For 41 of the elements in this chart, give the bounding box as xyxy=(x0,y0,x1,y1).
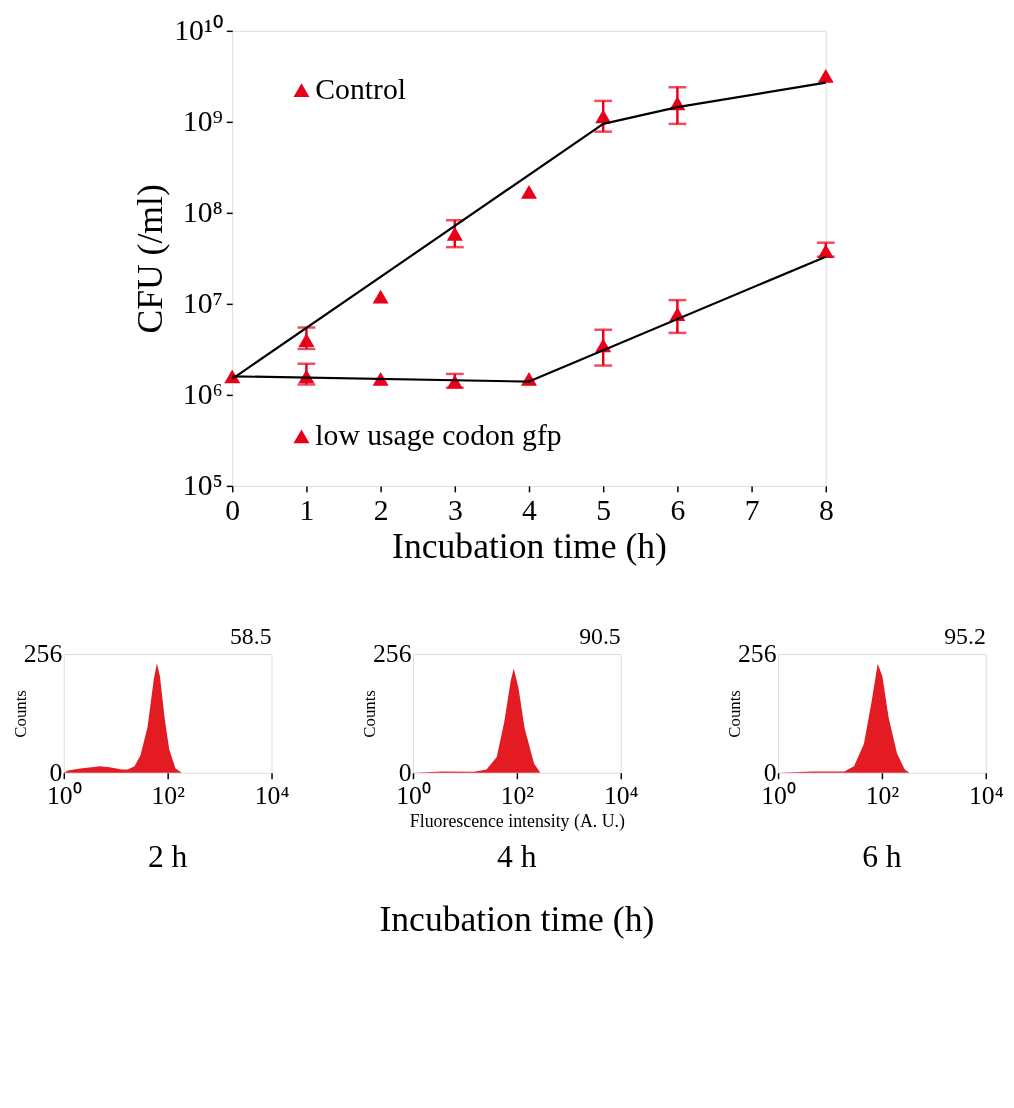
x-tick-label: 4 xyxy=(522,494,538,527)
y-tick-label: 10⁶ xyxy=(182,378,223,411)
y-tick-label: 10⁵ xyxy=(182,469,223,502)
y-tick-label: 256 xyxy=(23,639,63,669)
x-tick-label: 3 xyxy=(447,494,463,527)
text: 4 h xyxy=(497,838,537,874)
text: 6 h xyxy=(862,838,902,874)
x-tick-label: 10⁰ xyxy=(396,780,431,810)
x-tick-label: 10⁴ xyxy=(254,780,290,810)
x-tick-label: 10² xyxy=(151,780,186,810)
y-tick-label: 10⁷ xyxy=(182,287,223,320)
legend-label: low usage codon gfp xyxy=(315,419,562,452)
x-tick-label: 7 xyxy=(744,494,760,527)
x-tick-label: 2 xyxy=(373,494,389,527)
y-axis-title: Counts xyxy=(10,690,30,738)
x-tick-label: 5 xyxy=(596,494,612,527)
y-axis-title: Counts xyxy=(359,690,379,738)
x-tick-label: 6 xyxy=(670,494,686,527)
y-tick-label: 10⁹ xyxy=(182,105,223,138)
x-tick-label: 10² xyxy=(500,780,535,810)
x-axis-title: Incubation time (h) xyxy=(392,525,667,566)
text: 58.5 xyxy=(229,623,272,650)
legend-label: Control xyxy=(315,73,406,106)
text: Incubation time (h) xyxy=(379,899,655,940)
x-tick-label: 8 xyxy=(818,494,834,527)
x-tick-label: 10⁰ xyxy=(46,780,82,810)
x-tick-label: 10² xyxy=(865,780,900,810)
y-tick-label: 10¹⁰ xyxy=(174,14,223,47)
x-tick-label: 10⁴ xyxy=(968,780,1004,810)
y-tick-label: 256 xyxy=(737,639,777,669)
y-axis-title: Counts xyxy=(724,690,744,738)
y-tick-label: 256 xyxy=(372,639,412,669)
text: 2 h xyxy=(147,838,188,874)
x-tick-label: 10⁰ xyxy=(761,780,796,810)
y-axis-title: CFU (/ml) xyxy=(129,184,170,334)
x-axis-title: Fluorescence intensity (A. U.) xyxy=(409,810,625,832)
x-tick-label: 1 xyxy=(299,494,315,527)
x-tick-label: 10⁴ xyxy=(603,780,639,810)
y-tick-label: 10⁸ xyxy=(182,196,223,229)
text: 90.5 xyxy=(579,623,621,650)
text: 95.2 xyxy=(944,623,986,650)
